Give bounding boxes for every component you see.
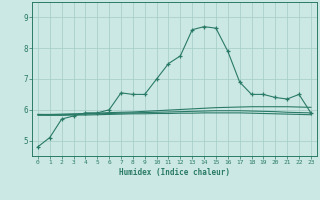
X-axis label: Humidex (Indice chaleur): Humidex (Indice chaleur)	[119, 168, 230, 177]
